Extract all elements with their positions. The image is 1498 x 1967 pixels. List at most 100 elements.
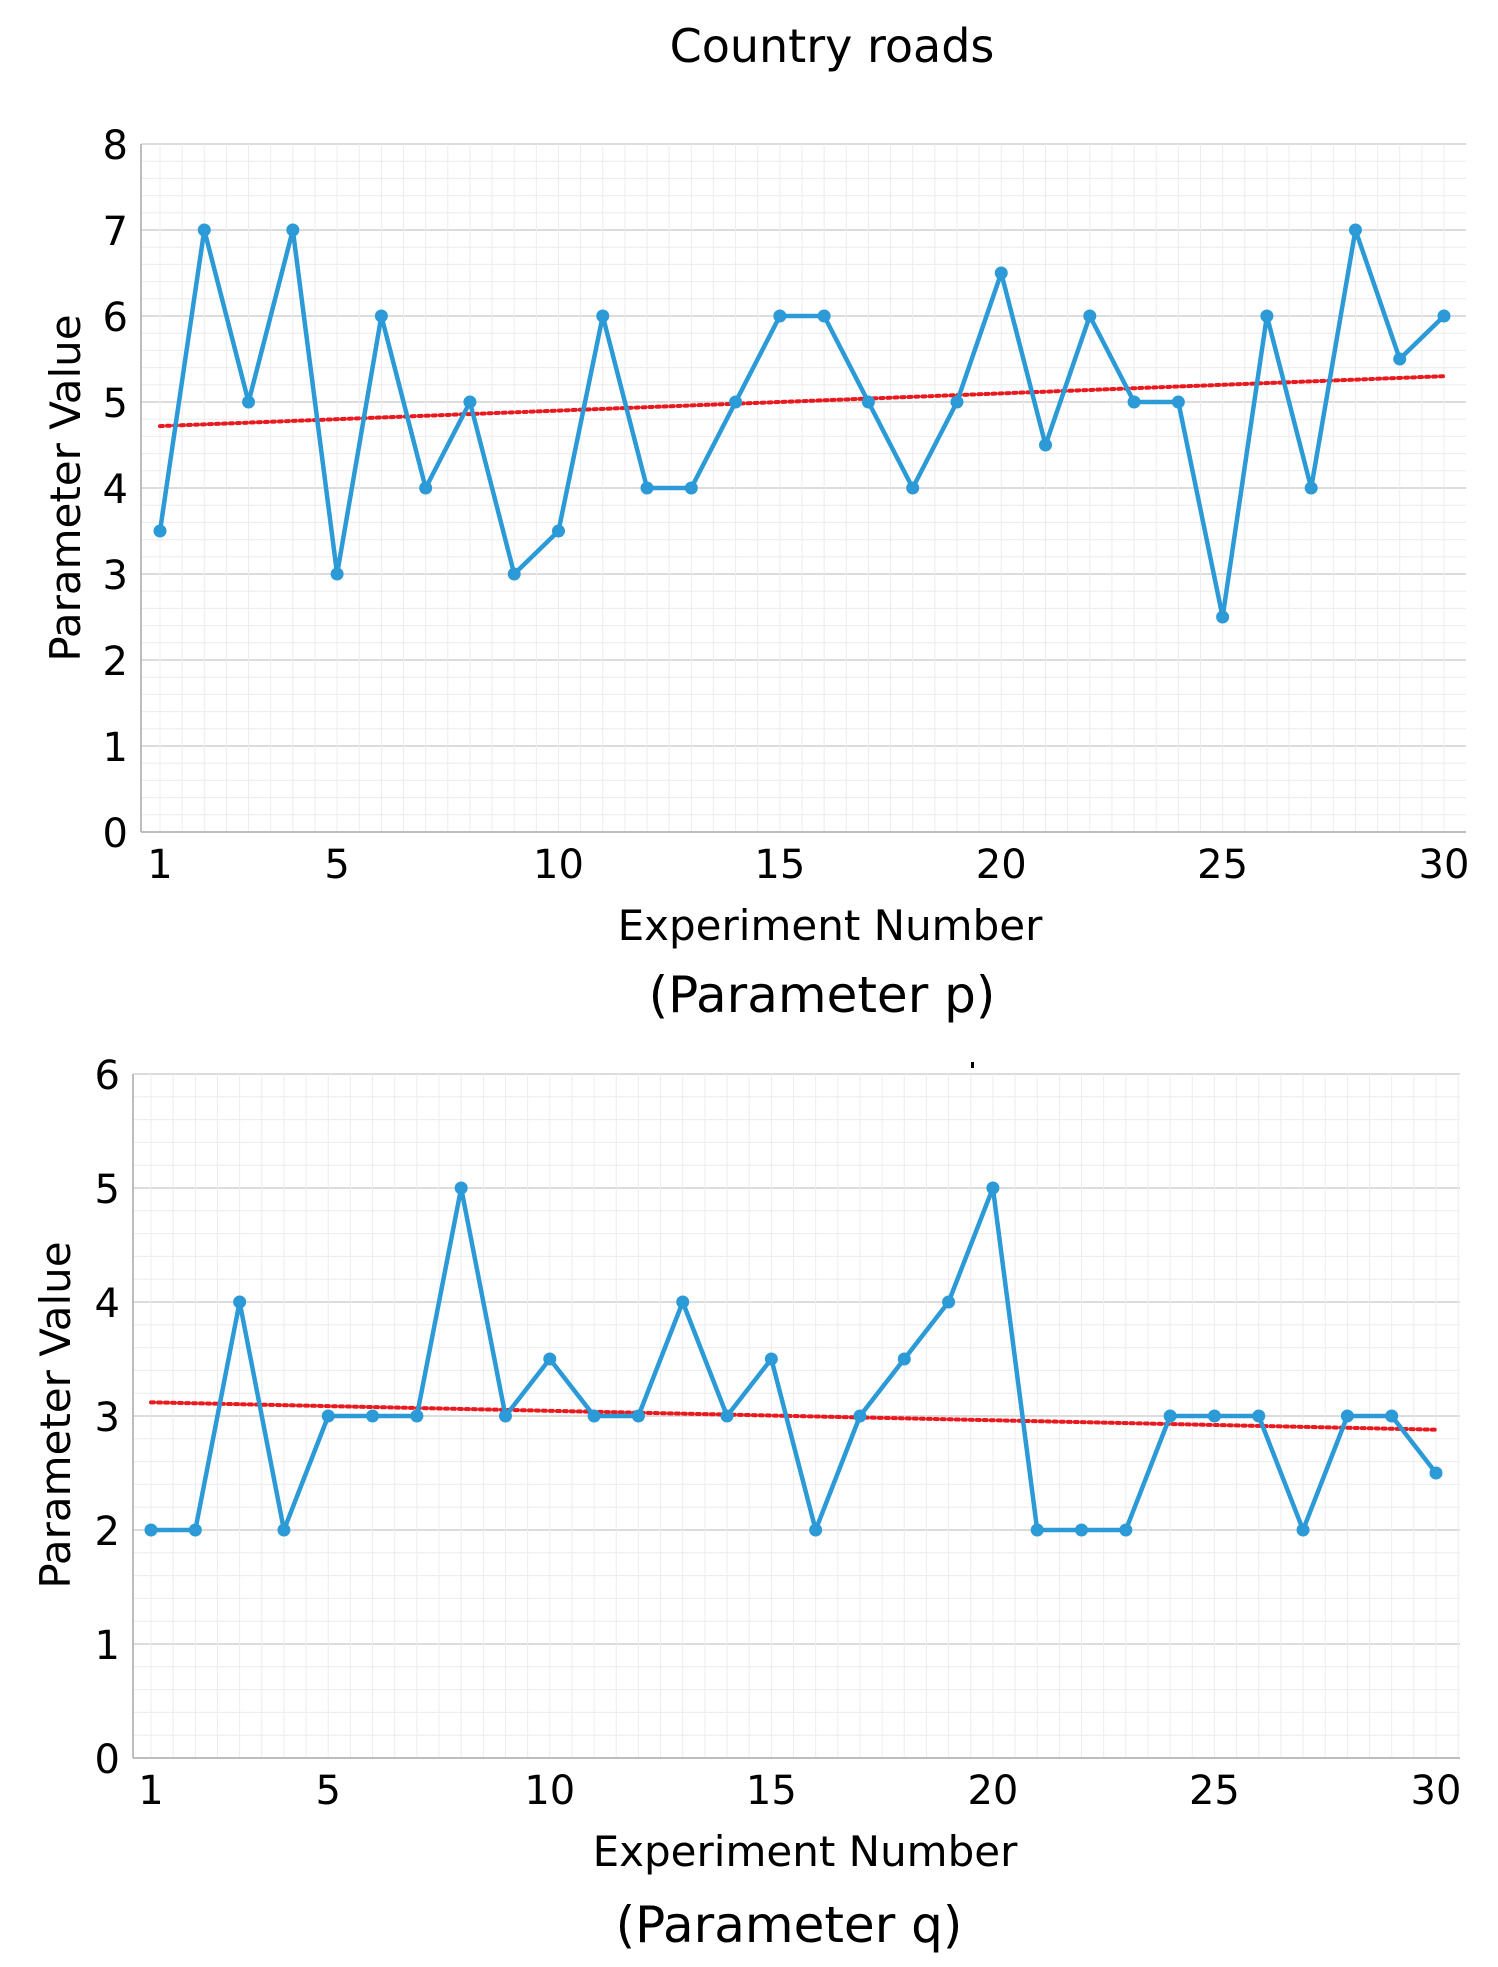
- data-point: [986, 1181, 1000, 1195]
- y-tick-label: 1: [95, 1623, 120, 1669]
- y-axis-label-q: Parameter Value: [31, 1241, 80, 1588]
- x-tick-labels-p: 1 5 10 15 20 25 30: [147, 842, 1469, 888]
- y-tick-label: 6: [103, 295, 128, 341]
- y-tick-label: 7: [103, 209, 128, 255]
- data-point: [1119, 1523, 1133, 1537]
- stray-mark: [971, 1062, 974, 1068]
- data-point: [286, 223, 300, 237]
- x-tick-label: 30: [1419, 842, 1470, 888]
- data-point: [321, 1409, 335, 1423]
- data-point: [640, 481, 654, 495]
- series-q: [144, 1181, 1443, 1537]
- x-tick-label: 15: [754, 842, 805, 888]
- data-point: [684, 481, 698, 495]
- x-tick-label: 30: [1411, 1768, 1462, 1814]
- data-point: [188, 1523, 202, 1537]
- data-point: [543, 1352, 557, 1366]
- data-point: [1207, 1409, 1221, 1423]
- data-point: [463, 395, 477, 409]
- x-tick-labels-q: 1 5 10 15 20 25 30: [138, 1768, 1461, 1814]
- data-point: [729, 395, 743, 409]
- data-point: [764, 1352, 778, 1366]
- data-point: [366, 1409, 380, 1423]
- x-tick-label: 1: [138, 1768, 163, 1814]
- x-tick-label: 5: [324, 842, 349, 888]
- data-point: [1127, 395, 1141, 409]
- data-point: [853, 1409, 867, 1423]
- data-point: [144, 1523, 158, 1537]
- data-point: [1075, 1523, 1089, 1537]
- data-point: [153, 524, 167, 538]
- y-tick-label: 1: [103, 725, 128, 771]
- trendline: [149, 1400, 1438, 1432]
- x-axis-label-q: Experiment Number: [593, 1827, 1018, 1876]
- y-tick-label: 5: [103, 381, 128, 427]
- data-point: [1216, 610, 1230, 624]
- y-tick-label: 6: [95, 1053, 120, 1099]
- y-tick-label: 5: [95, 1167, 120, 1213]
- x-tick-label: 20: [967, 1768, 1018, 1814]
- data-point: [454, 1181, 468, 1195]
- data-point: [330, 567, 344, 581]
- y-tick-label: 3: [103, 553, 128, 599]
- x-tick-label: 15: [746, 1768, 797, 1814]
- y-tick-labels-q: 0 1 2 3 4 5 6: [95, 1053, 120, 1783]
- data-point: [507, 567, 521, 581]
- data-point: [631, 1409, 645, 1423]
- trendline-p: [158, 374, 1446, 429]
- data-point: [233, 1295, 247, 1309]
- data-point: [720, 1409, 734, 1423]
- data-point: [1252, 1409, 1266, 1423]
- data-point: [410, 1409, 424, 1423]
- data-point: [1163, 1409, 1177, 1423]
- data-point: [419, 481, 433, 495]
- data-point: [676, 1295, 690, 1309]
- data-point: [1429, 1466, 1443, 1480]
- y-tick-label: 2: [103, 639, 128, 685]
- y-tick-label: 8: [103, 123, 128, 169]
- data-point: [1304, 481, 1318, 495]
- data-point: [942, 1295, 956, 1309]
- x-axis-label-p: Experiment Number: [618, 901, 1043, 950]
- y-tick-label: 0: [95, 1737, 120, 1783]
- series-line: [157, 227, 1446, 620]
- y-tick-labels-p: 0 1 2 3 4 5 6 7 8: [103, 123, 128, 857]
- data-point: [1083, 309, 1097, 323]
- data-point: [1039, 438, 1053, 452]
- y-tick-label: 4: [95, 1281, 120, 1327]
- x-tick-label: 10: [533, 842, 584, 888]
- data-point: [197, 223, 211, 237]
- data-point: [1171, 395, 1185, 409]
- data-point: [809, 1523, 823, 1537]
- y-tick-label: 0: [103, 811, 128, 857]
- x-tick-label: 10: [524, 1768, 575, 1814]
- data-point: [242, 395, 256, 409]
- x-tick-label: 5: [316, 1768, 341, 1814]
- data-point: [950, 395, 964, 409]
- data-point: [1296, 1523, 1310, 1537]
- y-tick-label: 2: [95, 1509, 120, 1555]
- data-point: [1340, 1409, 1354, 1423]
- x-tick-label: 25: [1197, 842, 1248, 888]
- data-point: [861, 395, 875, 409]
- data-point: [1348, 223, 1362, 237]
- data-point: [277, 1523, 291, 1537]
- caption-p: (Parameter p): [649, 966, 996, 1024]
- series-p: [153, 223, 1451, 624]
- data-point: [596, 309, 610, 323]
- data-point: [1030, 1523, 1044, 1537]
- data-point: [817, 309, 831, 323]
- caption-q: (Parameter q): [616, 1896, 963, 1954]
- trendline: [158, 374, 1446, 429]
- grid-p: [141, 143, 1466, 833]
- data-point: [773, 309, 787, 323]
- x-tick-label: 25: [1189, 1768, 1240, 1814]
- data-point: [551, 524, 565, 538]
- x-tick-label: 1: [147, 842, 172, 888]
- trendline-q: [149, 1400, 1438, 1432]
- data-point: [1385, 1409, 1399, 1423]
- data-point: [374, 309, 388, 323]
